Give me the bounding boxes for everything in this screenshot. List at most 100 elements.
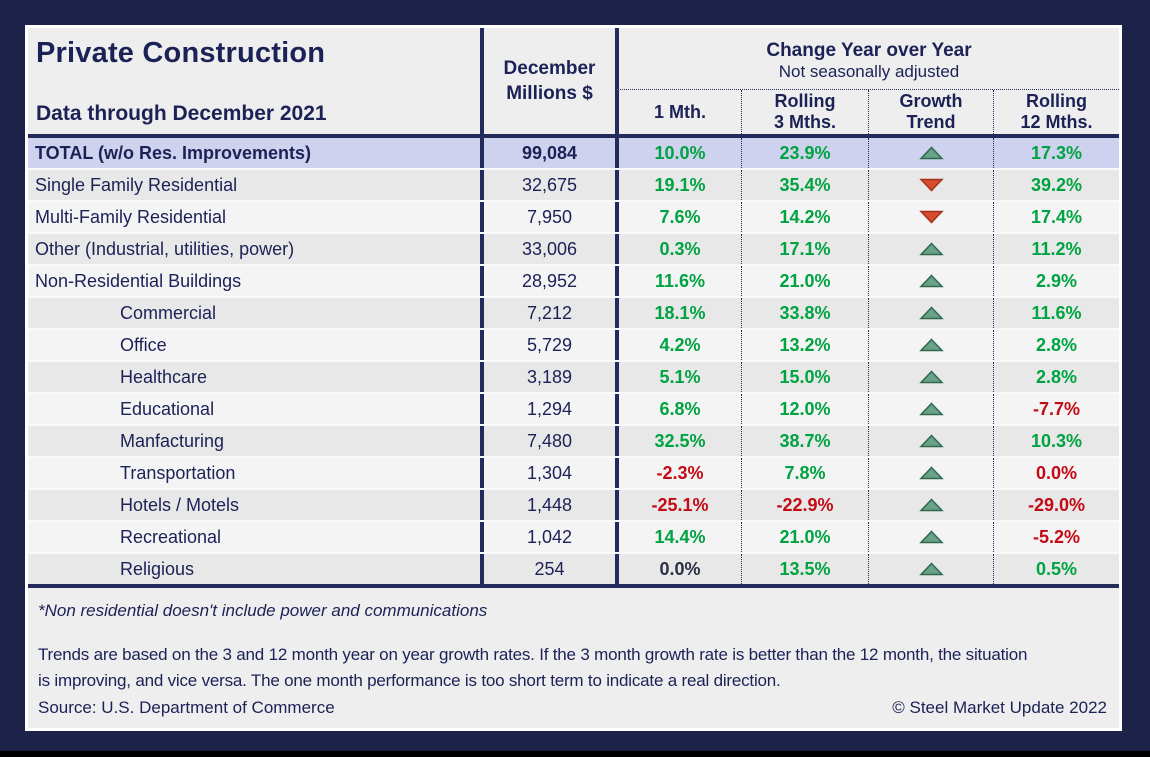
december-value: 1,448 [480, 490, 615, 520]
table-header: Private Construction Data through Decemb… [28, 28, 1119, 134]
col-r12-label-1: Rolling [1026, 91, 1087, 111]
column-header-1mth: 1 Mth. [615, 90, 741, 134]
growth-trend-cell [868, 394, 993, 424]
row-label: TOTAL (w/o Res. Improvements) [35, 143, 312, 163]
growth-trend-cell [868, 554, 993, 584]
growth-trend-cell [868, 234, 993, 264]
table-row: Transportation 1,304 -2.3% 7.8% 0.0% [28, 458, 1119, 490]
december-value: 7,212 [480, 298, 615, 328]
pct-1mth: 6.8% [615, 394, 741, 424]
growth-trend-cell [868, 266, 993, 296]
down-arrow-icon [918, 210, 944, 224]
table-row: Office 5,729 4.2% 13.2% 2.8% [28, 330, 1119, 362]
growth-trend-cell [868, 426, 993, 456]
table-row: Non-Residential Buildings 28,952 11.6% 21.0… [28, 266, 1119, 298]
december-value: 1,304 [480, 458, 615, 488]
pct-rolling-12mths: 2.9% [993, 266, 1119, 296]
page-title: Private Construction [36, 37, 326, 69]
change-yoy-subtitle: Not seasonally adjusted [778, 61, 960, 81]
row-label: Office [120, 335, 167, 355]
pct-1mth: 4.2% [615, 330, 741, 360]
up-arrow-icon [918, 402, 944, 416]
pct-1mth: 0.0% [615, 554, 741, 584]
up-arrow-icon [918, 562, 944, 576]
pct-rolling-3mths: 17.1% [741, 234, 868, 264]
growth-trend-cell [868, 362, 993, 392]
pct-rolling-3mths: 21.0% [741, 266, 868, 296]
growth-trend-cell [868, 490, 993, 520]
column-header-growth-trend: Growth Trend [868, 90, 993, 134]
header-divider [28, 134, 1119, 138]
pct-1mth: 18.1% [615, 298, 741, 328]
pct-1mth: 19.1% [615, 170, 741, 200]
pct-rolling-3mths: 12.0% [741, 394, 868, 424]
up-arrow-icon [918, 370, 944, 384]
table-row: Commercial 7,212 18.1% 33.8% 11.6% [28, 298, 1119, 330]
pct-rolling-12mths: 11.6% [993, 298, 1119, 328]
december-value: 7,480 [480, 426, 615, 456]
column-header-december-millions: December Millions $ [480, 28, 615, 134]
growth-trend-cell [868, 170, 993, 200]
pct-rolling-12mths: -29.0% [993, 490, 1119, 520]
footer-divider [28, 584, 1119, 588]
growth-trend-cell [868, 298, 993, 328]
col-gt-label-2: Trend [906, 112, 956, 132]
december-value: 7,950 [480, 202, 615, 232]
row-label: Transportation [120, 463, 236, 483]
table-row: TOTAL (w/o Res. Improvements) 99,084 10.0%… [28, 138, 1119, 170]
pct-rolling-3mths: 23.9% [741, 138, 868, 168]
table-row: Single Family Residential 32,675 19.1% 35.4… [28, 170, 1119, 202]
december-value: 28,952 [480, 266, 615, 296]
pct-rolling-12mths: -5.2% [993, 522, 1119, 552]
table-row: Hotels / Motels 1,448 -25.1% -22.9% -29.0% [28, 490, 1119, 522]
pct-1mth: 7.6% [615, 202, 741, 232]
table-row: Educational 1,294 6.8% 12.0% -7.7% [28, 394, 1119, 426]
report-table: Private Construction Data through Decemb… [25, 25, 1122, 731]
december-value: 5,729 [480, 330, 615, 360]
growth-trend-cell [868, 522, 993, 552]
table-body: TOTAL (w/o Res. Improvements) 99,084 10.0%… [28, 138, 1119, 584]
table-row: Recreational 1,042 14.4% 21.0% -5.2% [28, 522, 1119, 554]
up-arrow-icon [918, 530, 944, 544]
up-arrow-icon [918, 274, 944, 288]
col-gt-label-1: Growth [899, 91, 963, 111]
pct-rolling-12mths: 17.3% [993, 138, 1119, 168]
pct-rolling-3mths: 15.0% [741, 362, 868, 392]
col-1mth-label: 1 Mth. [654, 101, 706, 122]
pct-1mth: 14.4% [615, 522, 741, 552]
december-value: 99,084 [480, 138, 615, 168]
up-arrow-icon [918, 242, 944, 256]
up-arrow-icon [918, 498, 944, 512]
up-arrow-icon [918, 146, 944, 160]
page-subtitle: Data through December 2021 [36, 102, 327, 125]
row-label: Single Family Residential [35, 175, 238, 195]
pct-rolling-3mths: 21.0% [741, 522, 868, 552]
pct-rolling-3mths: -22.9% [741, 490, 868, 520]
growth-trend-cell [868, 202, 993, 232]
pct-rolling-12mths: 17.4% [993, 202, 1119, 232]
millions-label: Millions $ [506, 83, 593, 104]
pct-rolling-3mths: 14.2% [741, 202, 868, 232]
pct-rolling-3mths: 13.5% [741, 554, 868, 584]
pct-rolling-12mths: 2.8% [993, 330, 1119, 360]
row-label: Commercial [120, 303, 217, 323]
pct-rolling-3mths: 33.8% [741, 298, 868, 328]
change-yoy-title: Change Year over Year [766, 39, 972, 61]
up-arrow-icon [918, 338, 944, 352]
row-label: Manfacturing [120, 431, 225, 451]
pct-1mth: -25.1% [615, 490, 741, 520]
december-value: 1,294 [480, 394, 615, 424]
table-row: Other (Industrial, utilities, power) 33,0… [28, 234, 1119, 266]
bottom-frame-bar [0, 751, 1150, 757]
column-header-rolling-3mths: Rolling 3 Mths. [741, 90, 868, 134]
trends-explanation-line2: is improving, and vice versa. The one mo… [38, 671, 781, 690]
pct-rolling-3mths: 38.7% [741, 426, 868, 456]
row-label: Recreational [120, 527, 222, 547]
column-group-header-change-yoy: Change Year over Year Not seasonally adj… [615, 28, 1119, 90]
pct-rolling-12mths: 0.5% [993, 554, 1119, 584]
up-arrow-icon [918, 434, 944, 448]
pct-1mth: 11.6% [615, 266, 741, 296]
row-label: Non-Residential Buildings [35, 271, 242, 291]
trends-explanation-line1: Trends are based on the 3 and 12 month y… [38, 645, 1028, 664]
